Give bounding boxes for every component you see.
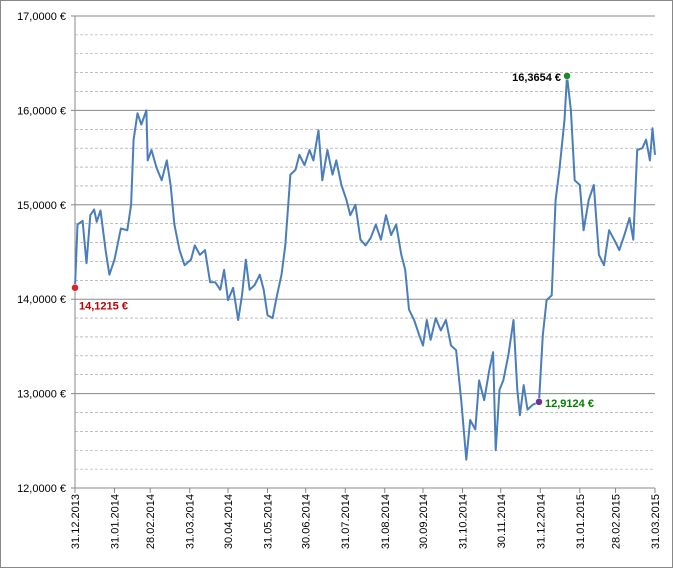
x-tick-label: 31.07.2014 (340, 494, 352, 549)
x-tick-label: 31.03.2014 (185, 494, 197, 549)
annotation-label: 12,9124 € (545, 398, 594, 410)
annotation-marker (535, 398, 543, 406)
annotation-marker (563, 72, 571, 80)
x-tick-label: 30.04.2014 (223, 494, 235, 549)
x-tick-label: 31.05.2014 (262, 494, 274, 549)
price-line (74, 74, 656, 461)
x-tick-label: 31.10.2014 (458, 494, 470, 549)
x-tick-label: 30.11.2014 (496, 494, 508, 548)
annotation-label: 16,3654 € (512, 72, 561, 84)
y-tick-label: 17,0000 € (17, 11, 66, 23)
annotation-marker (71, 283, 79, 292)
y-tick-label: 14,0000 € (17, 294, 66, 306)
annotation-label: 14,1215 € (79, 301, 128, 313)
x-tick-label: 31.12.2014 (535, 494, 547, 549)
y-tick-label: 15,0000 € (17, 200, 66, 212)
x-tick-label: 28.02.2014 (145, 494, 157, 549)
x-tick-label: 28.02.2015 (610, 494, 622, 549)
y-tick-label: 13,0000 € (17, 389, 66, 401)
x-tick-label: 31.03.2015 (650, 494, 662, 549)
x-tick-label: 31.01.2014 (110, 494, 122, 549)
x-tick-label: 30.09.2014 (418, 494, 430, 549)
y-tick-label: 16,0000 € (17, 105, 66, 117)
x-tick-label: 31.01.2015 (575, 494, 587, 549)
y-tick-label: 12,0000 € (17, 483, 66, 495)
x-tick-label: 31.12.2013 (70, 494, 82, 549)
x-tick-label: 30.06.2014 (301, 494, 313, 549)
x-tick-label: 31.08.2014 (380, 494, 392, 549)
